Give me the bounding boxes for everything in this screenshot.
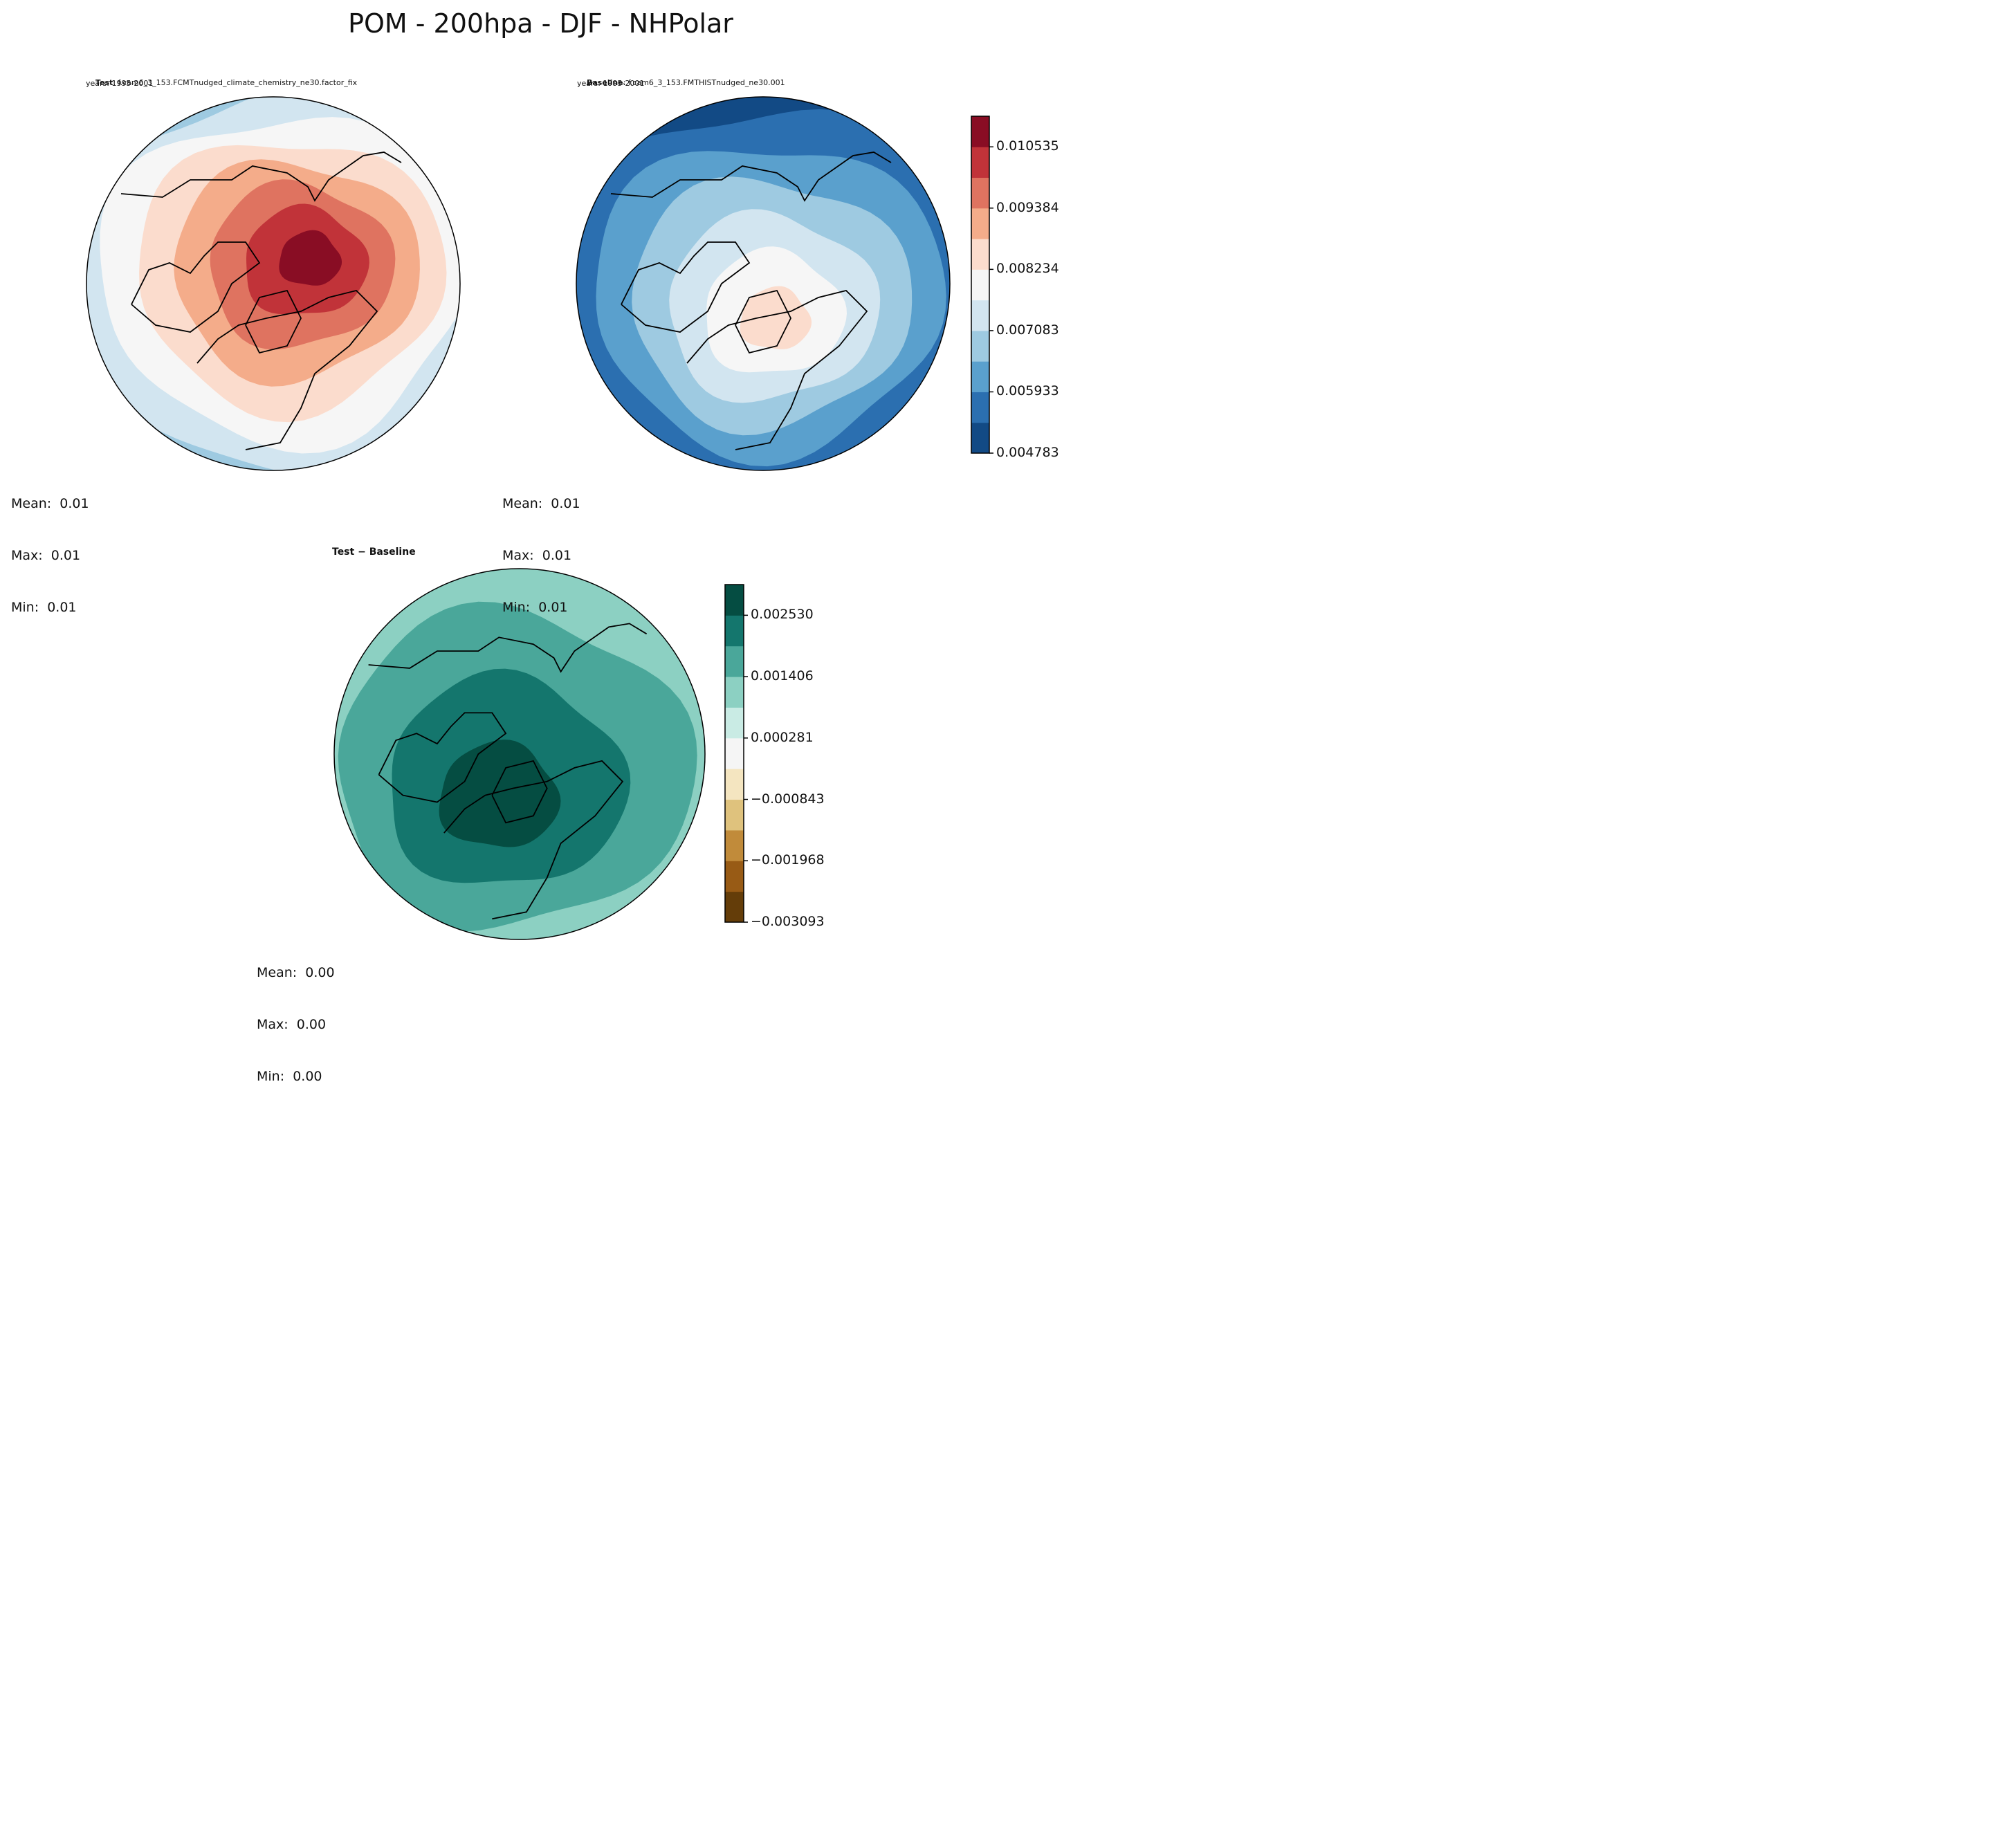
baseline-case: : f.cam6_3_153.FMTHISTnudged_ne30.001 <box>623 78 785 87</box>
baseline-panel-coast-europe <box>686 290 868 450</box>
baseline-panel-contours <box>576 97 950 470</box>
baseline-panel-coast-asia <box>610 152 892 202</box>
diff-colorbar-swatch <box>725 861 744 892</box>
baseline-panel-map <box>576 96 951 471</box>
baseline-panel-coastlines <box>610 152 892 450</box>
test-panel-band <box>279 230 342 286</box>
baseline-colorbar-swatch <box>971 361 989 392</box>
baseline-max: Max: 0.01 <box>502 548 572 563</box>
baseline-colorbar-swatch <box>971 330 989 362</box>
diff-mean: Mean: 0.00 <box>257 965 335 980</box>
baseline-label: Baseline <box>587 78 623 87</box>
test-panel-coast-europe <box>196 290 378 450</box>
test-panel-map <box>86 96 461 471</box>
baseline-colorbar-swatch <box>971 239 989 270</box>
test-label: Test <box>95 78 113 87</box>
baseline-colorbar-swatch <box>971 147 989 178</box>
diff-panel-map <box>333 568 706 940</box>
baseline-header: Baseline: f.cam6_3_153.FMTHISTnudged_ne3… <box>577 69 785 96</box>
diff-colorbar-tick-label: 0.001406 <box>751 668 814 684</box>
baseline-colorbar-swatch <box>971 177 989 209</box>
diff-panel-band <box>439 740 561 847</box>
diff-colorbar-tick-label: −0.000843 <box>751 791 825 807</box>
baseline-colorbar-tick-label: 0.005933 <box>996 383 1059 399</box>
diff-label: Test − Baseline <box>332 547 416 558</box>
diff-colorbar-swatch <box>725 707 744 739</box>
baseline-years: years: 1995-2001 <box>577 79 645 88</box>
test-case: : f.cam6_3_153.FCMTnudged_climate_chemis… <box>113 78 358 87</box>
test-panel-contours <box>86 97 460 470</box>
diff-stats: Mean: 0.00 Max: 0.00 Min: 0.00 <box>257 930 335 1120</box>
diff-colorbar-frame <box>724 584 744 923</box>
baseline-colorbar-swatch <box>971 392 989 423</box>
baseline-colorbar-swatch <box>971 422 989 454</box>
baseline-colorbar-swatch <box>971 116 989 147</box>
baseline-colorbar-tick-label: 0.010535 <box>996 138 1059 154</box>
diff-colorbar-tick-label: −0.003093 <box>751 914 825 929</box>
baseline-panel-coast-greenland <box>735 289 792 354</box>
test-stats: Mean: 0.01 Max: 0.01 Min: 0.01 <box>11 461 89 651</box>
figure: POM - 200hpa - DJF - NHPolar Test: f.cam… <box>0 0 1081 1084</box>
diff-max: Max: 0.00 <box>257 1017 327 1032</box>
baseline-colorbar-tick-label: 0.008234 <box>996 261 1059 277</box>
figure-title: POM - 200hpa - DJF - NHPolar <box>348 8 733 39</box>
diff-colorbar-swatch <box>725 829 744 861</box>
baseline-panel-boundary <box>576 96 951 471</box>
diff-colorbar-swatch <box>725 615 744 647</box>
test-max: Max: 0.01 <box>11 548 81 563</box>
baseline-panel-coast-america <box>621 241 751 333</box>
test-panel-boundary <box>86 96 461 471</box>
diff-colorbar-swatch <box>725 891 744 923</box>
diff-colorbar-tick-label: −0.001968 <box>751 852 825 868</box>
test-min: Min: 0.01 <box>11 600 77 615</box>
diff-colorbar-tick-label: 0.000281 <box>751 729 814 745</box>
diff-panel-boundary <box>333 568 706 940</box>
baseline-colorbar-tick-label: 0.009384 <box>996 199 1059 215</box>
diff-panel-coast-greenland <box>491 760 548 824</box>
test-panel-coastlines <box>120 152 402 450</box>
baseline-mean: Mean: 0.01 <box>502 496 580 511</box>
baseline-colorbar <box>971 116 993 454</box>
baseline-colorbar-tick-label: 0.007083 <box>996 322 1059 338</box>
baseline-stats: Mean: 0.01 Max: 0.01 Min: 0.01 <box>502 461 580 651</box>
test-header: Test: f.cam6_3_153.FCMTnudged_climate_ch… <box>86 69 357 96</box>
baseline-colorbar-swatch <box>971 269 989 301</box>
plot-canvas <box>86 96 993 940</box>
diff-colorbar <box>724 584 748 923</box>
test-panel-coast-asia <box>120 152 402 202</box>
diff-colorbar-swatch <box>725 645 744 677</box>
test-years: years: 1995-2001 <box>86 79 154 88</box>
diff-panel-coast-europe <box>443 760 624 920</box>
diff-colorbar-tick-label: 0.002530 <box>751 607 814 623</box>
baseline-colorbar-tick-label: 0.004783 <box>996 445 1059 460</box>
test-mean: Mean: 0.01 <box>11 496 89 511</box>
test-panel-coast-america <box>131 241 261 333</box>
baseline-min: Min: 0.01 <box>502 600 568 615</box>
diff-min: Min: 0.00 <box>257 1069 322 1084</box>
diff-colorbar-swatch <box>725 769 744 800</box>
test-panel-coast-greenland <box>245 289 302 354</box>
baseline-colorbar-swatch <box>971 300 989 331</box>
diff-colorbar-swatch <box>725 585 744 616</box>
diff-panel-coast-america <box>378 712 507 803</box>
baseline-colorbar-swatch <box>971 208 989 239</box>
diff-panel-coastlines <box>368 623 648 920</box>
baseline-colorbar-frame <box>971 116 990 454</box>
baseline-panel-band <box>740 286 812 349</box>
diff-panel-coast-asia <box>368 623 648 673</box>
diff-colorbar-swatch <box>725 799 744 831</box>
diff-colorbar-swatch <box>725 677 744 708</box>
diff-colorbar-swatch <box>725 737 744 769</box>
